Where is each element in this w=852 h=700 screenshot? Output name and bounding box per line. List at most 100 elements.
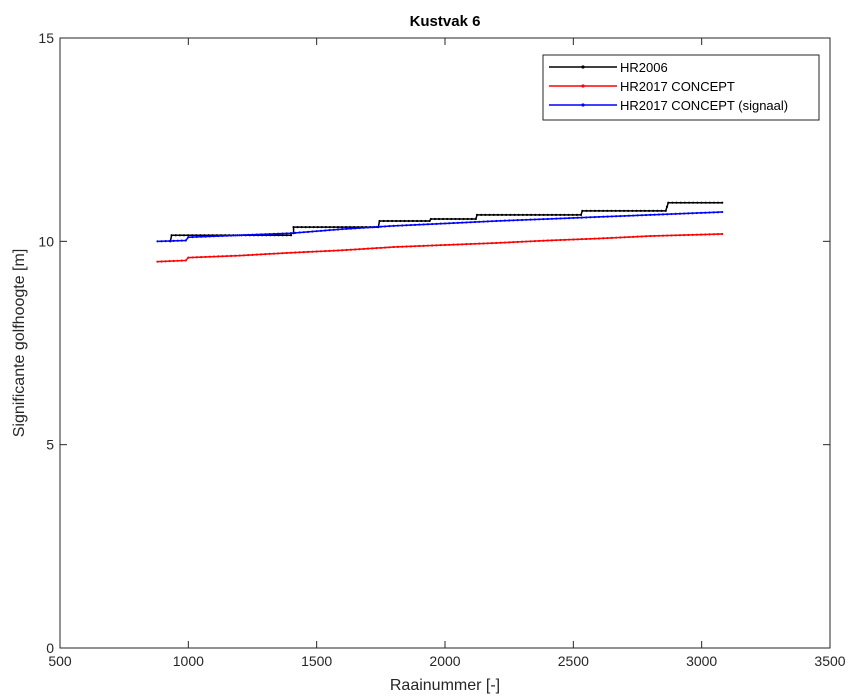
data-point xyxy=(191,256,194,259)
data-point xyxy=(619,236,622,239)
data-point xyxy=(164,240,167,243)
data-point xyxy=(378,219,381,223)
data-point xyxy=(589,209,592,212)
data-point xyxy=(635,209,638,212)
data-point xyxy=(319,229,323,232)
data-point xyxy=(490,220,494,223)
data-point xyxy=(281,252,284,255)
data-point xyxy=(296,226,299,229)
data-point xyxy=(324,249,327,253)
data-point xyxy=(176,239,179,242)
data-point xyxy=(640,214,643,217)
data-point xyxy=(382,219,385,223)
data-point xyxy=(627,209,630,212)
data-point xyxy=(683,212,686,215)
data-point xyxy=(499,241,502,244)
data-point xyxy=(375,225,378,229)
data-point xyxy=(316,226,319,229)
data-point xyxy=(712,201,716,204)
data-point xyxy=(420,219,423,223)
data-point xyxy=(264,233,267,236)
data-point xyxy=(610,236,613,239)
data-point xyxy=(462,217,465,221)
data-point xyxy=(204,235,207,238)
data-point xyxy=(516,240,519,244)
data-point xyxy=(644,235,648,238)
data-point xyxy=(597,209,601,212)
data-point xyxy=(542,239,545,242)
legend: HR2006 HR2017 CONCEPT HR2017 CONCEPT (sign… xyxy=(542,54,820,121)
data-point xyxy=(277,232,280,235)
data-point xyxy=(409,245,412,248)
data-point xyxy=(332,226,335,229)
data-point xyxy=(615,236,618,239)
data-point xyxy=(644,213,648,217)
data-point xyxy=(490,242,494,245)
data-point xyxy=(259,233,263,236)
data-point xyxy=(255,233,258,236)
data-point xyxy=(217,255,220,258)
data-point xyxy=(575,213,578,216)
data-point xyxy=(652,209,655,212)
data-point xyxy=(238,234,241,237)
data-point xyxy=(312,226,315,229)
data-point xyxy=(542,213,545,216)
data-point xyxy=(696,201,699,204)
data-point xyxy=(665,205,669,208)
data-point xyxy=(418,223,421,226)
data-point xyxy=(328,249,331,252)
data-point xyxy=(666,234,669,237)
series-layer xyxy=(156,201,724,263)
data-point xyxy=(623,214,626,218)
data-point xyxy=(486,220,489,223)
data-point xyxy=(643,209,646,212)
data-point xyxy=(461,243,464,246)
data-point xyxy=(640,235,643,238)
data-point xyxy=(184,259,187,262)
data-point xyxy=(567,217,571,220)
data-point xyxy=(311,250,314,253)
data-point xyxy=(180,239,183,242)
data-point xyxy=(653,234,656,238)
data-point xyxy=(683,233,686,237)
data-point xyxy=(563,213,566,216)
data-point xyxy=(289,234,293,237)
data-point xyxy=(478,242,481,245)
data-point xyxy=(661,234,665,237)
data-point xyxy=(272,252,275,255)
y-tick-label: 5 xyxy=(46,437,54,453)
data-point xyxy=(721,210,724,214)
data-point xyxy=(242,254,246,257)
data-point xyxy=(610,215,613,218)
data-point xyxy=(435,244,438,247)
data-point xyxy=(292,226,295,229)
data-point xyxy=(289,232,293,235)
data-point xyxy=(242,233,246,237)
data-point xyxy=(550,217,554,220)
data-point xyxy=(618,209,621,212)
data-point xyxy=(572,216,575,220)
data-point xyxy=(602,209,605,212)
x-tick-label: 3500 xyxy=(814,653,845,669)
data-point xyxy=(255,253,258,256)
data-point xyxy=(315,230,318,233)
data-point xyxy=(708,201,711,204)
data-point xyxy=(272,232,275,235)
data-point xyxy=(384,246,387,249)
data-point xyxy=(259,253,263,256)
x-tick-label: 2000 xyxy=(429,653,460,669)
data-point xyxy=(606,209,609,212)
data-point xyxy=(354,227,357,230)
data-point xyxy=(458,217,461,221)
data-point xyxy=(550,213,554,216)
data-point xyxy=(160,240,163,243)
data-point xyxy=(379,225,382,228)
data-point xyxy=(328,226,331,229)
data-point xyxy=(340,226,344,229)
data-point xyxy=(512,241,515,244)
data-point xyxy=(386,219,389,223)
legend-marker xyxy=(581,84,585,88)
data-point xyxy=(615,215,618,218)
data-point xyxy=(450,217,453,221)
data-point xyxy=(332,228,335,231)
